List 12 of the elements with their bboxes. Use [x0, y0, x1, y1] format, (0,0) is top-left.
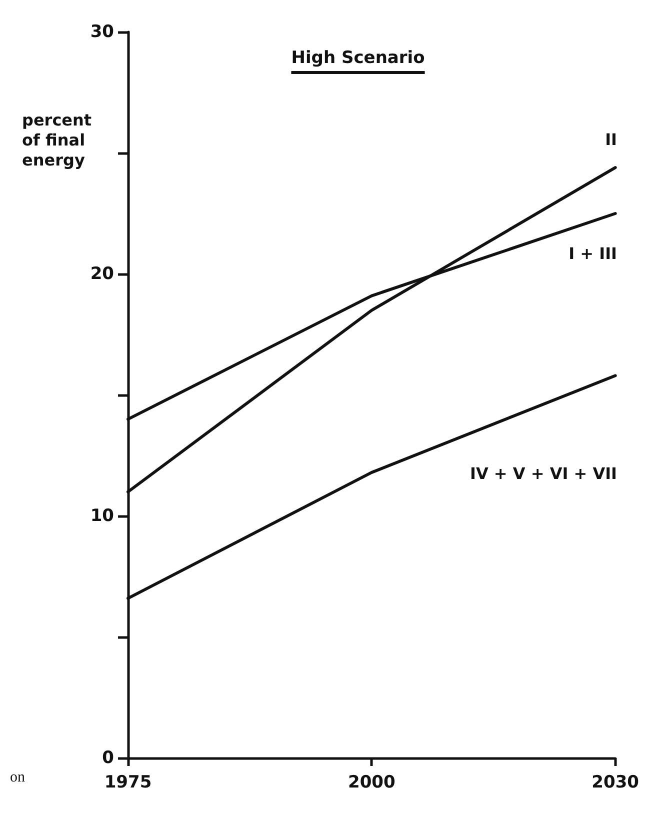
- y-axis-title: percent of final energy: [22, 110, 92, 170]
- x-tick-label: 2000: [348, 772, 396, 792]
- x-tick-label: 2030: [592, 772, 640, 792]
- y-tick-label: 30: [90, 22, 114, 42]
- text: on: [10, 770, 26, 786]
- series-label: I + III: [568, 244, 617, 263]
- x-tick-label: 1975: [104, 772, 152, 792]
- series-label: IV + V + VI + VII: [470, 464, 617, 484]
- y-tick-label: 20: [90, 264, 114, 284]
- y-tick-label: 0: [102, 748, 114, 768]
- series-label: II: [605, 130, 617, 150]
- y-tick-label: 10: [90, 506, 114, 526]
